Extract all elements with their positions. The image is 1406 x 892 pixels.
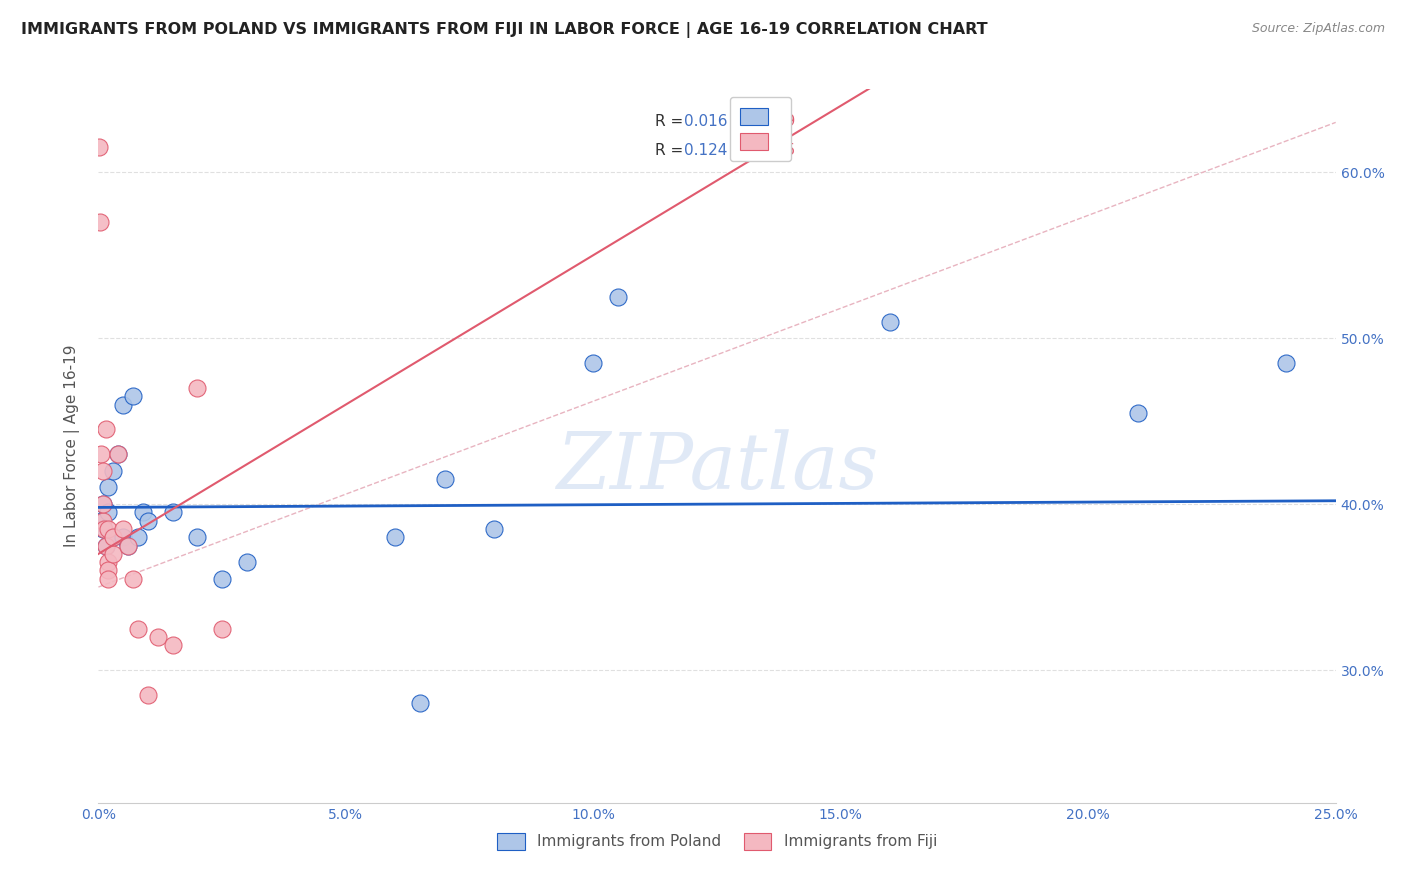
Text: R =: R = [655,114,689,129]
Text: Source: ZipAtlas.com: Source: ZipAtlas.com [1251,22,1385,36]
Point [162,505,184,519]
Legend: Immigrants from Poland, Immigrants from Fiji: Immigrants from Poland, Immigrants from … [488,823,946,859]
Point [90,514,112,528]
Point [93,464,115,478]
Text: R =: R = [655,143,689,158]
Point [146,630,169,644]
Point [127,530,149,544]
Point [97,505,120,519]
Text: 29: 29 [776,114,796,129]
Point [94,539,117,553]
Point [433,472,456,486]
Point [97,555,120,569]
Point [236,555,259,569]
Point [103,530,125,544]
Point [122,572,145,586]
Point [136,514,159,528]
Point [117,539,139,553]
Point [97,481,120,495]
Point [93,497,115,511]
Point [186,530,208,544]
Point [127,622,149,636]
Point [211,572,233,586]
Point [582,356,605,370]
Point [93,522,115,536]
Point [103,547,125,561]
Point [1126,406,1149,420]
Point [103,464,125,478]
Point [879,314,901,328]
Point [93,497,115,511]
Point [94,422,117,436]
Point [484,522,506,536]
Point [89,215,111,229]
Point [409,696,432,710]
Point [90,447,112,461]
Text: 0.016: 0.016 [683,114,727,129]
Text: N =: N = [735,143,779,158]
Point [607,290,630,304]
Point [117,539,139,553]
Point [103,530,125,544]
Point [132,505,155,519]
Text: IMMIGRANTS FROM POLAND VS IMMIGRANTS FROM FIJI IN LABOR FORCE | AGE 16-19 CORREL: IMMIGRANTS FROM POLAND VS IMMIGRANTS FRO… [21,22,987,38]
Point [93,514,115,528]
Point [94,539,117,553]
Point [112,397,135,411]
Text: ZIPatlas: ZIPatlas [555,429,879,506]
Point [122,389,145,403]
Point [1275,356,1298,370]
Text: 0.124: 0.124 [683,143,727,158]
Point [97,572,120,586]
Point [136,688,159,702]
Point [112,522,135,536]
Point [186,381,208,395]
Point [107,447,129,461]
Point [107,447,129,461]
Point [89,140,111,154]
Point [93,522,115,536]
Point [97,522,120,536]
Point [97,564,120,578]
Text: N =: N = [735,114,779,129]
Text: 25: 25 [776,143,796,158]
Point [384,530,406,544]
Point [112,530,135,544]
Point [211,622,233,636]
Point [162,638,184,652]
Y-axis label: In Labor Force | Age 16-19: In Labor Force | Age 16-19 [63,344,80,548]
